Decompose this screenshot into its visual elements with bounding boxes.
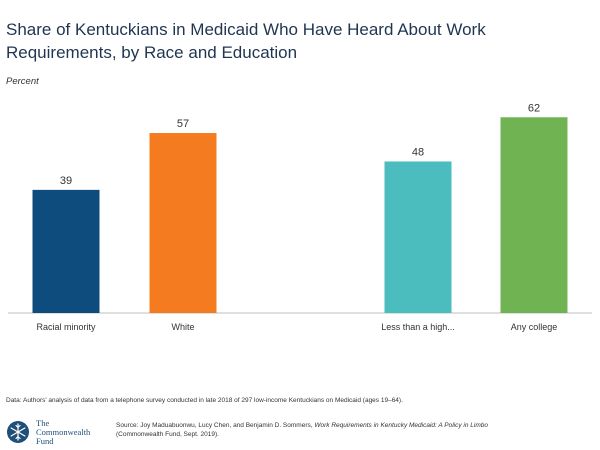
bar-2 [384,161,452,313]
logo-line-1: The [36,418,50,428]
data-label-0: 39 [60,175,72,187]
category-label-0: Racial minority [36,322,96,332]
commonwealth-fund-logo: The Commonwealth Fund [6,418,116,446]
y-axis-unit-label: Percent [6,76,39,87]
category-label-3: Any college [511,322,558,332]
source-prefix: Source: Joy Maduabuonwu, Lucy Chen, and … [116,422,315,429]
logo-line-3: Fund [36,436,54,446]
bar-0 [32,189,100,313]
category-label-1: White [171,322,194,332]
snowflake-seal-icon [7,421,29,443]
source-suffix: (Commonwealth Fund, Sept. 2019). [116,431,219,438]
bar-chart: 39 Racial minority 57 White 48 Less than a hi… [8,102,592,332]
data-label-2: 48 [412,146,424,158]
bar-3 [500,117,568,313]
chart-title: Share of Kentuckians in Medicaid Who Hav… [6,20,486,62]
logo-line-2: Commonwealth [36,427,91,437]
bar-1 [149,133,217,313]
category-label-2: Less than a high... [381,322,455,332]
source-citation: Source: Joy Maduabuonwu, Lucy Chen, and … [116,421,586,439]
data-note: Data: Authors' analysis of data from a t… [6,397,403,404]
source-report-title: Work Requirements in Kentucky Medicaid: … [314,422,489,429]
data-label-3: 62 [528,102,540,114]
data-label-1: 57 [177,118,189,130]
